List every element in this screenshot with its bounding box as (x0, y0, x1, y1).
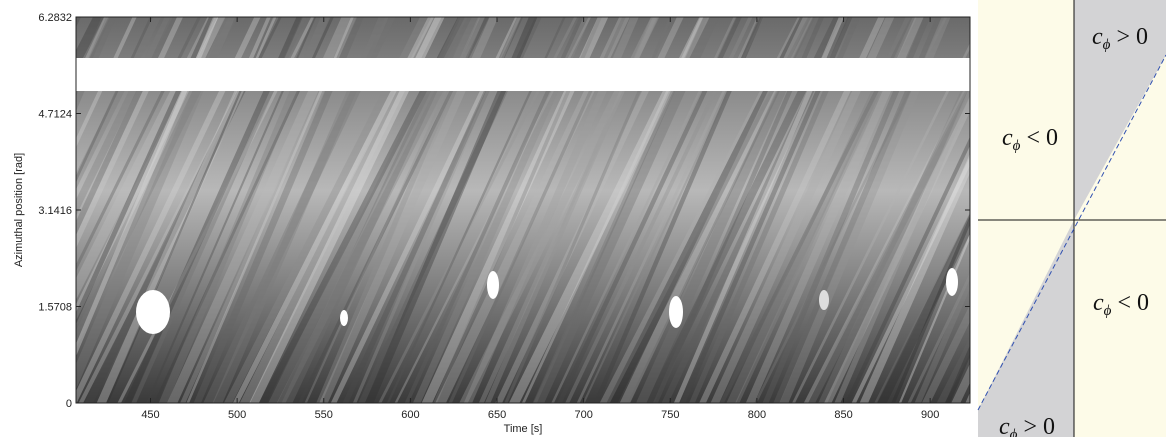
texture-stripe (876, 213, 970, 403)
spot (669, 296, 683, 328)
texture-stripe (907, 272, 970, 403)
texture-stripe (891, 215, 970, 403)
shaded-region (1074, 0, 1166, 220)
relation: < 0 (1117, 290, 1149, 316)
subscript: ϕ (1013, 138, 1021, 154)
texture-stripe (834, 85, 970, 403)
x-tick-label: 700 (574, 409, 592, 421)
data-gap (76, 58, 970, 91)
dashed-line (977, 54, 1166, 411)
spot (487, 271, 499, 299)
x-tick-label: 800 (748, 409, 766, 421)
x-tick-label: 500 (228, 409, 246, 421)
y-tick-label: 6.2832 (38, 12, 72, 24)
region-label: cϕ < 0 (1093, 290, 1149, 319)
y-tick-label: 3.1416 (38, 205, 72, 217)
relation: > 0 (1116, 24, 1148, 50)
texture-stripe (818, 70, 970, 403)
symbol: c (1093, 290, 1104, 316)
texture-stripe (851, 156, 970, 403)
texture-stripe (803, 77, 970, 403)
y-tick-label: 0 (66, 398, 72, 410)
region-label: cϕ < 0 (1002, 125, 1058, 154)
texture-stripe (859, 153, 970, 403)
texture-stripe (844, 136, 970, 403)
spot (819, 290, 829, 310)
region-label: cϕ > 0 (999, 414, 1055, 437)
x-tick-label: 600 (401, 409, 419, 421)
subscript: ϕ (1010, 427, 1018, 437)
symbol: c (1092, 24, 1103, 50)
relation: > 0 (1023, 414, 1055, 437)
symbol: c (999, 414, 1010, 437)
spot (946, 268, 958, 296)
texture-stripe (914, 273, 970, 403)
texture-stripe (824, 95, 970, 403)
bright-spots (136, 268, 958, 334)
y-axis-label: Azimuthal position [rad] (13, 153, 25, 267)
x-tick-label: 750 (661, 409, 679, 421)
relation: < 0 (1026, 125, 1058, 151)
texture-stripe (806, 81, 970, 403)
spot (340, 310, 348, 326)
texture-stripe (874, 212, 970, 403)
spot (136, 290, 170, 334)
y-tick-label: 1.5708 (38, 302, 72, 314)
x-tick-label: 450 (141, 409, 159, 421)
x-axis-label: Time [s] (504, 423, 543, 435)
y-tick-label: 4.7124 (38, 109, 72, 121)
diagram: cϕ > 0 cϕ < 0 cϕ < 0 cϕ > 0 (977, 0, 1166, 437)
x-tick-label: 900 (921, 409, 939, 421)
subscript: ϕ (1104, 303, 1112, 319)
x-tick-label: 650 (488, 409, 506, 421)
texture-stripe (921, 304, 970, 403)
texture-stripe (898, 233, 970, 403)
subscript: ϕ (1103, 37, 1111, 53)
region-label: cϕ > 0 (1092, 24, 1148, 53)
symbol: c (1002, 125, 1013, 151)
x-tick-label: 850 (834, 409, 852, 421)
x-tick-label: 550 (315, 409, 333, 421)
